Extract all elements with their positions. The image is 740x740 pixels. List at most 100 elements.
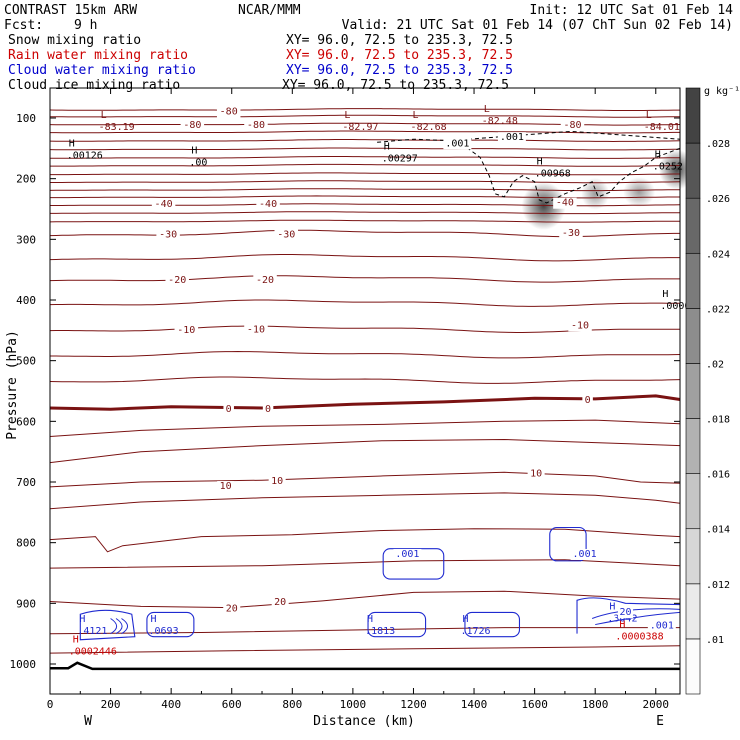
x-tick-label: 2000 — [643, 698, 670, 711]
snow-max-marker: H — [191, 146, 197, 157]
cloud-water-contour-inner — [115, 618, 123, 635]
cloud-water-label: .001 — [395, 549, 419, 560]
isotherm-upper — [49, 114, 681, 118]
rain-max-marker: H — [619, 619, 625, 630]
field-ice-name: Cloud ice mixing ratio — [8, 78, 180, 93]
isotherm-upper — [49, 108, 680, 111]
colorbar-unit: g kg⁻¹ — [704, 86, 740, 97]
label-mask — [165, 274, 189, 286]
x-tick-label: 800 — [282, 698, 302, 711]
colorbar-bin — [685, 473, 701, 530]
label-mask — [216, 106, 241, 118]
cloud-water-max-marker: H — [79, 614, 85, 625]
cloud-water-contour — [595, 611, 681, 626]
x-tick-label: 400 — [161, 698, 181, 711]
isotherm-label: -10 — [571, 320, 589, 331]
isotherm — [49, 254, 680, 262]
cloud-water-label: .001 — [650, 621, 674, 632]
colorbar-bin — [685, 583, 701, 640]
y-tick-label: 200 — [16, 173, 36, 186]
x-tick-label: 0 — [47, 698, 54, 711]
fcst-label: Fcst: — [4, 18, 43, 33]
label-mask — [560, 120, 585, 132]
init-time: Init: 12 UTC Sat 01 Feb 14 — [530, 3, 734, 18]
cloud-water-contour — [382, 548, 445, 580]
isotherm-label: 10 — [220, 481, 232, 492]
label-mask — [553, 197, 577, 209]
label-mask — [443, 138, 472, 150]
snow-shading-core — [521, 181, 566, 230]
isotherm-upper — [49, 188, 680, 192]
isotherm-upper — [50, 156, 681, 159]
snow-max-value: .00126 — [67, 150, 103, 161]
cloud-water-max-marker: H — [367, 614, 373, 625]
isotherm-label: -80 — [183, 120, 201, 131]
field-ice-xy: XY= 96.0, 72.5 to 235.3, 72.5 — [282, 78, 509, 93]
snow-max-value: .00968 — [535, 169, 571, 180]
isotherm-label: 20 — [226, 604, 238, 615]
snow-max-value: .00 — [189, 158, 207, 169]
cloud-water-contour — [464, 611, 521, 638]
label-mask — [568, 320, 592, 332]
snow-shading-patch — [581, 177, 610, 210]
label-mask — [559, 228, 583, 240]
colorbar-bin — [685, 197, 701, 254]
temp-extremum-marker: L — [101, 110, 107, 121]
isotherm-label: 0 — [265, 404, 271, 415]
plot-area: -80 -80 -80 -80 -40 -40 -40 -30 -30 -30 -20 -20 -10 -… — [10, 87, 695, 711]
isotherm — [49, 528, 681, 553]
x-axis-title: Distance (km) — [313, 714, 415, 729]
cloud-water-label: .001 — [573, 549, 597, 560]
label-mask — [274, 229, 298, 241]
cloud-water-max-marker: H — [609, 602, 615, 613]
label-mask — [223, 403, 234, 415]
isotherm-label: -10 — [177, 325, 195, 336]
y-tick-label: 700 — [16, 476, 36, 489]
isotherm — [49, 627, 680, 635]
isotherm — [49, 645, 681, 654]
snow-max-marker: H — [662, 289, 668, 300]
temp-extremum-value: -84.01 — [644, 122, 680, 133]
isotherm — [49, 299, 680, 307]
rain-max-value: .0000388 — [615, 631, 663, 642]
isotherm — [49, 559, 681, 569]
label-mask — [570, 548, 599, 560]
colorbar-bin — [685, 363, 701, 419]
isotherm — [49, 275, 680, 283]
isotherm-label: -40 — [259, 199, 277, 210]
cloud-ice-label: .001 — [445, 138, 469, 149]
colorbar-label: .016 — [706, 470, 730, 481]
isotherm-zero — [49, 394, 681, 411]
cloud-water-max-value: .4121 — [77, 626, 107, 637]
cloud-water-contour-inner — [121, 618, 129, 635]
snow-max-marker: H — [655, 149, 661, 160]
isotherm — [49, 376, 681, 384]
temp-extremum-marker: L — [344, 110, 350, 121]
colorbar: .01 .012 .014 .016 .018 .02 .022 .024 .026 .028 — [685, 87, 730, 695]
label-mask — [262, 403, 274, 415]
y-tick-label: 1000 — [10, 658, 37, 671]
label-mask — [617, 607, 633, 619]
field-cloudwater-xy: XY= 96.0, 72.5 to 235.3, 72.5 — [286, 63, 513, 78]
x-tick-label: 1600 — [521, 698, 548, 711]
cloud-water-contour — [549, 526, 587, 562]
rain-max-value: .0002446 — [69, 647, 117, 658]
isotherm — [50, 350, 681, 359]
colorbar-label: .02 — [706, 359, 724, 370]
isotherm-upper — [50, 211, 680, 215]
cloud-ice-label: .001 — [500, 132, 524, 143]
label-mask — [271, 596, 289, 608]
isotherm-label: -40 — [556, 198, 574, 209]
y-tick-label: 100 — [16, 112, 36, 125]
isotherm-twenty — [49, 590, 681, 609]
snow-max-marker: H — [69, 138, 75, 149]
temp-extremum-marker: L — [484, 104, 490, 115]
colorbar-label: .024 — [706, 249, 730, 260]
label-mask — [151, 198, 176, 210]
label-mask — [582, 394, 593, 406]
label-mask — [223, 603, 241, 615]
isotherm — [49, 438, 681, 464]
isotherm-upper — [49, 139, 681, 143]
fcst-value: 9 h — [74, 18, 97, 33]
plot-frame — [49, 87, 681, 695]
